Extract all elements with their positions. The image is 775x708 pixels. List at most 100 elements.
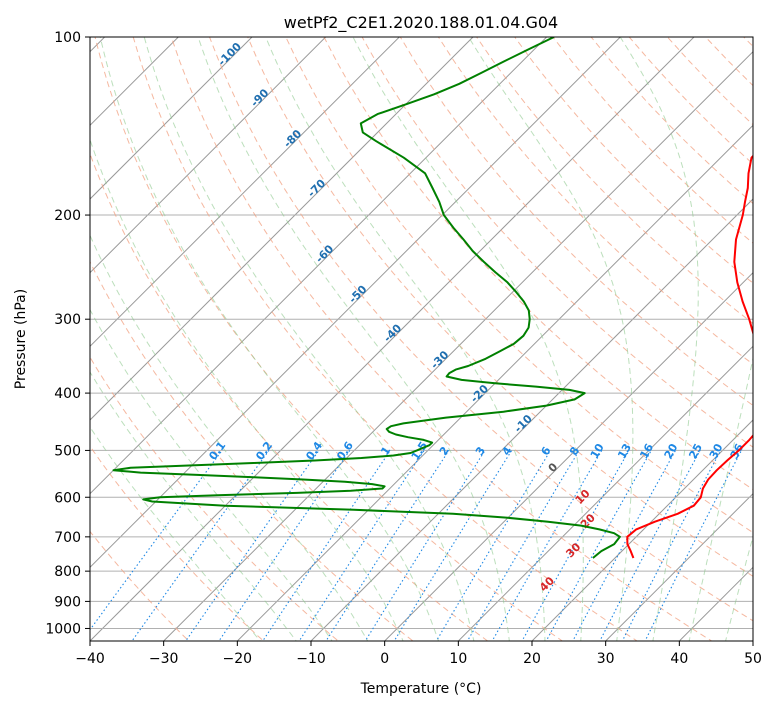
x-tick-label: −40 — [75, 651, 105, 667]
mixing-ratio-label: 30 — [707, 441, 726, 461]
y-tick-label: 900 — [54, 594, 81, 610]
moist-adiabat-line — [725, 534, 753, 641]
y-axis-label: Pressure (hPa) — [13, 289, 29, 389]
plot-area: 0.1 0.2 0.4 0.6 1 1.5 2 3 4 6 8 10 13 16 20 25 30 36-100-… — [90, 10, 775, 653]
y-tick-label: 400 — [54, 386, 81, 402]
x-tick-label: −10 — [296, 651, 326, 667]
isotherm-line — [90, 37, 180, 127]
moist-adiabat-line — [90, 426, 261, 641]
y-tick-label: 800 — [54, 564, 81, 580]
temperature-profile-line — [626, 154, 753, 559]
mixing-ratio-label: 1.5 — [409, 439, 431, 462]
y-tick-label: 700 — [54, 530, 81, 546]
moist-adiabat-line — [352, 37, 584, 641]
dry-adiabat-line — [94, 37, 564, 641]
dry-adiabat-line — [170, 37, 713, 641]
mixing-ratio-label: 6 — [538, 444, 553, 458]
y-tick-label: 200 — [54, 208, 81, 224]
moist-adiabat-line — [197, 37, 510, 641]
moist-adiabat-line — [99, 37, 440, 641]
dry-adiabat-label: -80 — [281, 127, 304, 150]
mixing-ratio-line — [644, 450, 742, 641]
dry-adiabat-line — [437, 37, 753, 365]
y-tick-label: 1000 — [45, 621, 81, 637]
dry-adiabat-label: -60 — [313, 242, 336, 265]
mixing-ratio-line — [435, 450, 552, 641]
mixing-ratio-label: 20 — [662, 441, 681, 461]
dry-adiabat-line — [90, 356, 339, 641]
y-axis-ticks: 1000 900 800 700 600 500 400 300 200 100 — [45, 30, 90, 637]
mixing-ratio-label: 16 — [637, 441, 656, 461]
y-tick-label: 300 — [54, 312, 81, 328]
dry-adiabat-line — [476, 37, 753, 325]
dry-adiabat-line — [666, 37, 753, 126]
dry-adiabat-line — [590, 37, 753, 205]
dry-adiabat-label: -100 — [215, 40, 244, 69]
moist-adiabat-line — [468, 37, 634, 641]
dry-adiabat-line — [514, 37, 753, 284]
isotherm-line — [752, 640, 753, 641]
isotherm-line — [90, 37, 474, 421]
mixing-ratio-label: 13 — [615, 441, 634, 461]
mixing-ratio-label: 10 — [588, 441, 607, 461]
moist-adiabat-line — [90, 371, 297, 641]
dry-adiabat-line — [90, 530, 190, 641]
moist-adiabat-line — [90, 234, 369, 641]
dry-adiabat-label: -20 — [468, 382, 491, 405]
dry-adiabat-line — [704, 37, 753, 87]
reference-line-labels: 0.1 0.2 0.4 0.6 1 1.5 2 3 4 6 8 10 13 16 20 25 30 36-100-… — [206, 40, 746, 595]
mixing-ratio-line — [572, 450, 676, 641]
x-tick-label: 40 — [670, 651, 688, 667]
dry-adiabat-label: -40 — [381, 321, 404, 344]
moist-adiabat-line — [688, 355, 753, 641]
x-tick-label: 30 — [597, 651, 615, 667]
isotherm-line — [310, 198, 753, 641]
dry-adiabat-line — [90, 445, 265, 641]
dry-adiabat-label: -70 — [305, 176, 328, 199]
plot-frame — [89, 36, 754, 642]
mixing-ratio-label: 0.4 — [303, 439, 325, 463]
isotherm-line — [604, 492, 753, 641]
x-tick-label: −20 — [223, 651, 253, 667]
dry-adiabat-label: -90 — [248, 86, 271, 109]
moist-adiabat-line — [90, 138, 404, 641]
dry-adiabat-line — [90, 260, 414, 641]
mixing-ratio-line — [521, 450, 630, 641]
mixing-ratio-line — [393, 450, 513, 641]
mixing-ratio-line — [298, 450, 425, 641]
isobar-gridlines — [90, 37, 753, 629]
mixing-ratio-line — [131, 450, 270, 641]
isotherm-line — [457, 345, 753, 641]
x-tick-label: 50 — [744, 651, 762, 667]
dry-adiabat-line — [361, 37, 753, 448]
moist-adiabat-label: 10 — [573, 487, 593, 507]
dry-adiabat-line — [247, 37, 753, 577]
x-axis-label: Temperature (°C) — [360, 681, 482, 697]
isotherm-line — [90, 37, 622, 569]
x-tick-label: 0 — [380, 651, 389, 667]
mixing-ratio-line — [325, 450, 450, 641]
dry-adiabat-line — [323, 37, 753, 491]
x-axis-ticks: −40 −30 −20 −10 0 10 20 30 40 50 — [75, 641, 762, 667]
moist-adiabat-line — [143, 37, 475, 641]
moist-adiabats — [90, 37, 753, 641]
chart-title: wetPf2_C2E1.2020.188.01.04.G04 — [284, 13, 558, 33]
dry-adiabat-line — [90, 152, 489, 641]
dewpoint-profile-line — [112, 37, 621, 559]
x-tick-label: 20 — [523, 651, 541, 667]
isotherm-line — [531, 419, 753, 641]
mixing-ratio-label: 2 — [437, 444, 452, 458]
isotherm-line — [383, 271, 753, 641]
dry-adiabat-line — [208, 37, 753, 622]
dry-adiabat-line — [399, 37, 753, 407]
mixing-ratio-line — [545, 450, 652, 641]
x-tick-label: 10 — [449, 651, 467, 667]
y-tick-label: 600 — [54, 490, 81, 506]
isotherm-line — [90, 37, 548, 495]
isotherm-line — [678, 566, 753, 641]
mixing-ratio-label: 3 — [473, 444, 488, 457]
moist-adiabat-line — [90, 308, 333, 641]
mixing-ratio-line — [491, 450, 603, 641]
dry-adiabat-line — [755, 10, 775, 653]
